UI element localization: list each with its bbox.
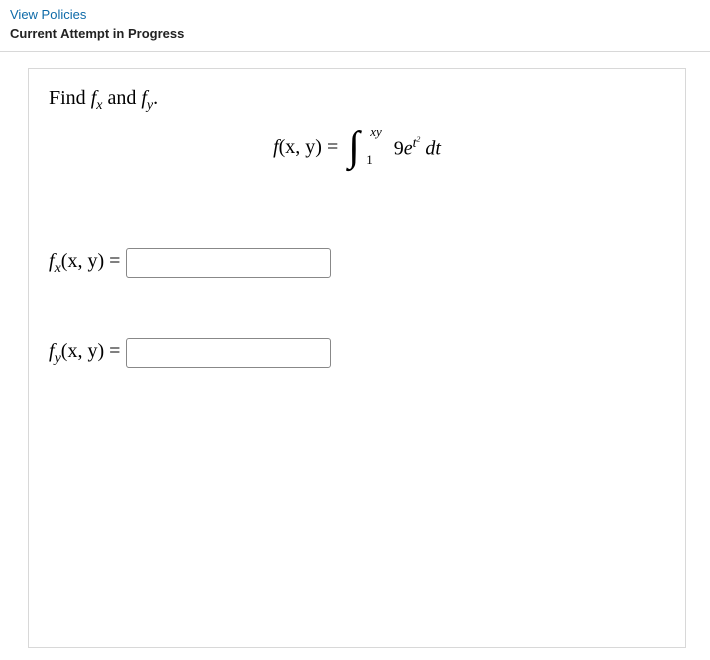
equation-display: f(x, y) = ∫ xy 1 9et2 dt <box>49 126 665 168</box>
question-prompt: Find fx and fy. <box>49 87 665 114</box>
prompt-mid: and <box>102 87 141 109</box>
header-divider <box>0 51 710 52</box>
dt: dt <box>420 137 441 159</box>
fy-label: fy(x, y) = <box>49 340 120 367</box>
integral-lower-limit: 1 <box>366 152 373 168</box>
prompt-prefix: Find <box>49 87 91 109</box>
fx-label: fx(x, y) = <box>49 250 120 277</box>
integral-symbol: ∫ xy 1 <box>348 126 360 168</box>
question-panel: Find fx and fy. f(x, y) = ∫ xy 1 9et2 dt… <box>28 68 686 648</box>
answer-row-fx: fx(x, y) = <box>49 248 665 278</box>
eq-equals: = <box>322 136 338 158</box>
eq-lhs-args: (x, y) <box>279 136 322 158</box>
header-bar: View Policies Current Attempt in Progres… <box>0 0 710 45</box>
fx-input[interactable] <box>126 248 331 278</box>
view-policies-link[interactable]: View Policies <box>10 7 86 22</box>
fy-input[interactable] <box>126 338 331 368</box>
integrand: 9et2 dt <box>394 134 441 160</box>
integral-sign-icon: ∫ <box>348 126 360 168</box>
prompt-suffix: . <box>153 87 158 109</box>
answer-row-fy: fy(x, y) = <box>49 338 665 368</box>
e-base: e <box>404 137 413 159</box>
attempt-status: Current Attempt in Progress <box>10 26 700 41</box>
integral-upper-limit: xy <box>370 124 382 140</box>
coef: 9 <box>394 137 404 159</box>
